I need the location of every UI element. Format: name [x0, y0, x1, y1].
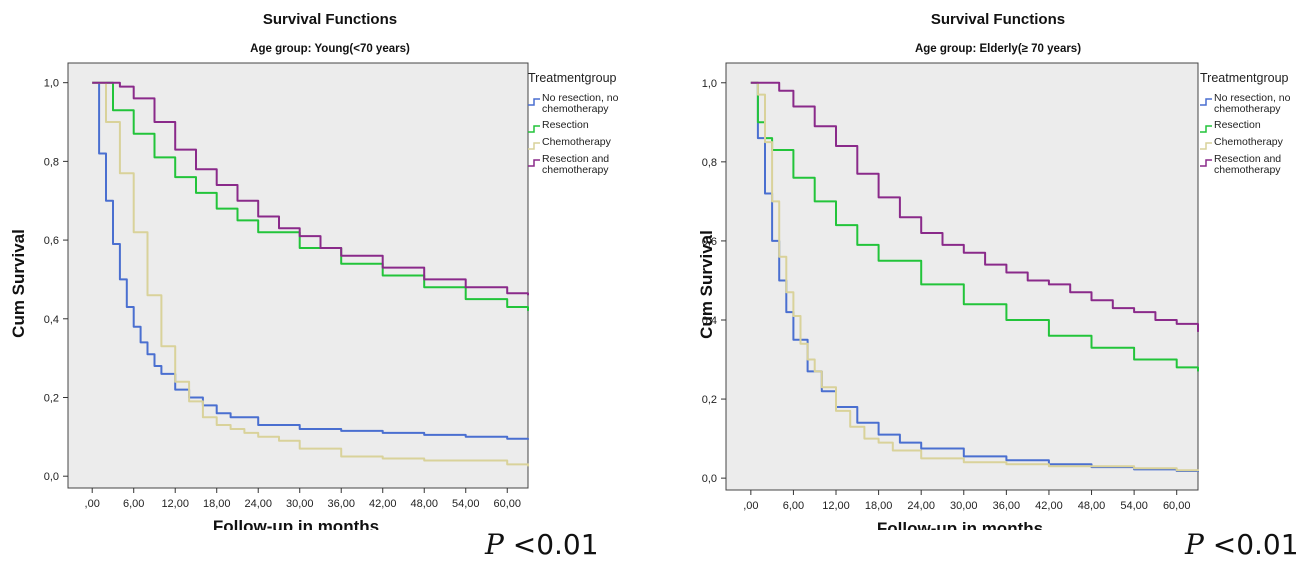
y-tick-label: 0,8 [44, 156, 59, 168]
legend-entry: Resection and chemotherapy [1214, 153, 1281, 176]
x-tick-label: 48,00 [410, 498, 438, 510]
series-line-chemotherapy [92, 81, 529, 467]
x-axis-label: Follow-up in months [213, 517, 379, 530]
y-axis-label: Cum Survival [697, 230, 716, 339]
y-tick-label: 0,0 [44, 471, 59, 483]
legend-entry: Chemotherapy [1214, 136, 1284, 148]
x-tick-label: ,00 [743, 500, 758, 512]
legend-swatch [528, 125, 540, 133]
y-tick-label: 0,4 [44, 314, 59, 326]
series-line-chemotherapy [750, 81, 1199, 472]
y-tick-label: 0,6 [702, 236, 717, 248]
legend-entry: No resection, no chemotherapy [1214, 92, 1291, 115]
y-tick-label: 0,0 [702, 473, 717, 485]
y-tick-label: 0,2 [702, 394, 717, 406]
legend-swatch [1200, 159, 1212, 167]
chart-subtitle: Age group: Young(<70 years) [250, 43, 410, 55]
x-tick-label: 18,00 [865, 500, 893, 512]
p-value: <0.01 [1212, 528, 1299, 561]
x-tick-label: 18,00 [203, 498, 231, 510]
series-line-no-resection-no-chemo [750, 81, 1199, 472]
legend-swatch [528, 159, 540, 167]
p-value-label: P <0.01 [1185, 528, 1299, 561]
y-tick-label: 0,6 [44, 235, 59, 247]
x-tick-label: ,00 [85, 498, 100, 510]
chart-title: Survival Functions [263, 11, 397, 28]
legend-entry: Chemotherapy [542, 136, 612, 148]
legend-title: Treatmentgroup [1200, 71, 1289, 85]
p-symbol: P [485, 528, 504, 561]
x-tick-label: 6,00 [783, 500, 804, 512]
p-value: <0.01 [512, 528, 599, 561]
x-axis-label: Follow-up in months [877, 519, 1043, 530]
y-tick-label: 1,0 [702, 78, 717, 90]
y-tick-label: 0,8 [702, 157, 717, 169]
legend-entry: Resection and chemotherapy [542, 153, 609, 176]
chart-subtitle: Age group: Elderly(≥ 70 years) [915, 43, 1081, 55]
chart-title: Survival Functions [931, 11, 1065, 28]
legend-swatch [528, 98, 540, 106]
x-tick-label: 36,00 [993, 500, 1021, 512]
x-tick-label: 60,00 [1163, 500, 1191, 512]
x-tick-label: 42,00 [1035, 500, 1063, 512]
x-tick-label: 36,00 [327, 498, 355, 510]
x-tick-label: 6,00 [123, 498, 144, 510]
legend-swatch [1200, 125, 1212, 133]
x-tick-label: 12,00 [822, 500, 850, 512]
y-axis-label: Cum Survival [9, 229, 28, 338]
y-tick-label: 0,2 [44, 392, 59, 404]
x-tick-label: 24,00 [244, 498, 272, 510]
y-tick-label: 0,4 [702, 315, 717, 327]
x-tick-label: 30,00 [286, 498, 314, 510]
legend-title: Treatmentgroup [528, 71, 617, 85]
legend-entry: Resection [1214, 119, 1261, 131]
x-tick-label: 54,00 [1120, 500, 1148, 512]
y-tick-label: 1,0 [44, 78, 59, 90]
legend-entry: No resection, no chemotherapy [542, 92, 619, 115]
plot-area [725, 62, 1199, 491]
legend-swatch [1200, 98, 1212, 106]
x-tick-label: 24,00 [907, 500, 935, 512]
p-symbol: P [1185, 528, 1204, 561]
x-tick-label: 60,00 [493, 498, 521, 510]
survival-chart-elderly: Survival Functions Age group: Elderly(≥ 7… [697, 11, 1291, 530]
chart-panel-young: Survival Functions Age group: Young(<70 y… [9, 11, 619, 561]
x-tick-label: 30,00 [950, 500, 978, 512]
x-tick-label: 12,00 [161, 498, 189, 510]
x-tick-label: 54,00 [452, 498, 480, 510]
series-line-resection-and-chemo [750, 81, 1199, 332]
series-line-resection-and-chemo [92, 81, 529, 296]
x-tick-label: 48,00 [1078, 500, 1106, 512]
p-value-label: P <0.01 [485, 528, 599, 561]
x-tick-label: 42,00 [369, 498, 397, 510]
survival-chart-young: Survival Functions Age group: Young(<70 y… [9, 11, 619, 530]
chart-panel-elderly: Survival Functions Age group: Elderly(≥ 7… [658, 0, 1316, 564]
legend-swatch [528, 142, 540, 150]
legend-entry: Resection [542, 119, 589, 131]
legend-swatch [1200, 142, 1212, 150]
